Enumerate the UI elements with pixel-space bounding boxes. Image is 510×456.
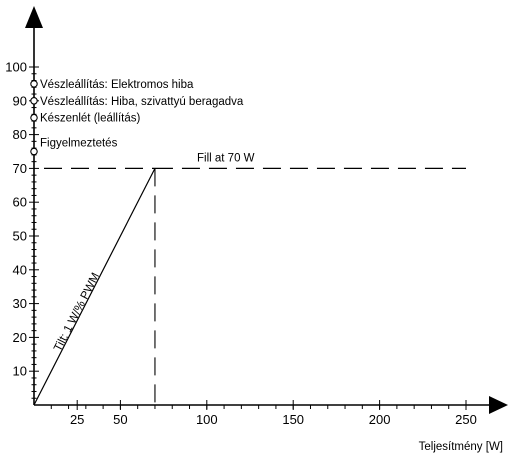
ticks: 10 20 30 40 50 60 70 80 90 100 25 50 100 150 200 250 (5, 60, 477, 428)
y-tick-label: 100 (5, 60, 27, 75)
status-marker-circle (30, 97, 38, 105)
x-tick-label: 25 (70, 412, 84, 427)
x-tick-label: 250 (455, 412, 477, 427)
status-marker-circle (30, 80, 38, 88)
labels: Teljesítmény [W] Fill at 70 W Tilt: 1 W/% … (52, 152, 503, 453)
y-tick-label: 10 (13, 364, 27, 379)
axes (25, 6, 508, 414)
status-marker-circle (30, 113, 38, 122)
x-axis-arrow (489, 396, 508, 414)
x-tick-label: 200 (369, 412, 391, 427)
x-tick-label: 50 (113, 412, 127, 427)
tilt-ramp-line (33, 168, 156, 406)
y-tick-label: 80 (13, 127, 27, 142)
status-marker-label: Vészleállítás: Elektromos hiba (40, 79, 194, 91)
y-tick-label: 40 (13, 262, 27, 277)
lines (33, 167, 466, 406)
status-marker-circle (30, 147, 38, 156)
fill-annotation-label: Fill at 70 W (197, 152, 255, 164)
x-tick-label: 100 (196, 412, 218, 427)
y-tick-label: 60 (13, 195, 27, 210)
x-tick-label: 150 (282, 412, 304, 427)
y-tick-label: 90 (13, 93, 27, 108)
y-tick-label: 20 (13, 330, 27, 345)
status-marker-label: Vészleállítás: Hiba, szivattyú beragadva (40, 96, 244, 108)
tilt-slope-label: Tilt: 1 W/% PWM (52, 271, 102, 353)
y-tick-label: 30 (13, 296, 27, 311)
y-tick-label: 70 (13, 161, 27, 176)
x-axis-label: Teljesítmény [W] (419, 441, 503, 453)
y-axis-arrow (25, 6, 43, 28)
status-marker-label: Figyelmeztetés (40, 138, 118, 150)
status-markers: Vészleállítás: Elektromos hiba Vészleállí… (30, 79, 244, 156)
status-marker-label: Készenlét (leállítás) (40, 113, 141, 125)
y-tick-label: 50 (13, 229, 27, 244)
